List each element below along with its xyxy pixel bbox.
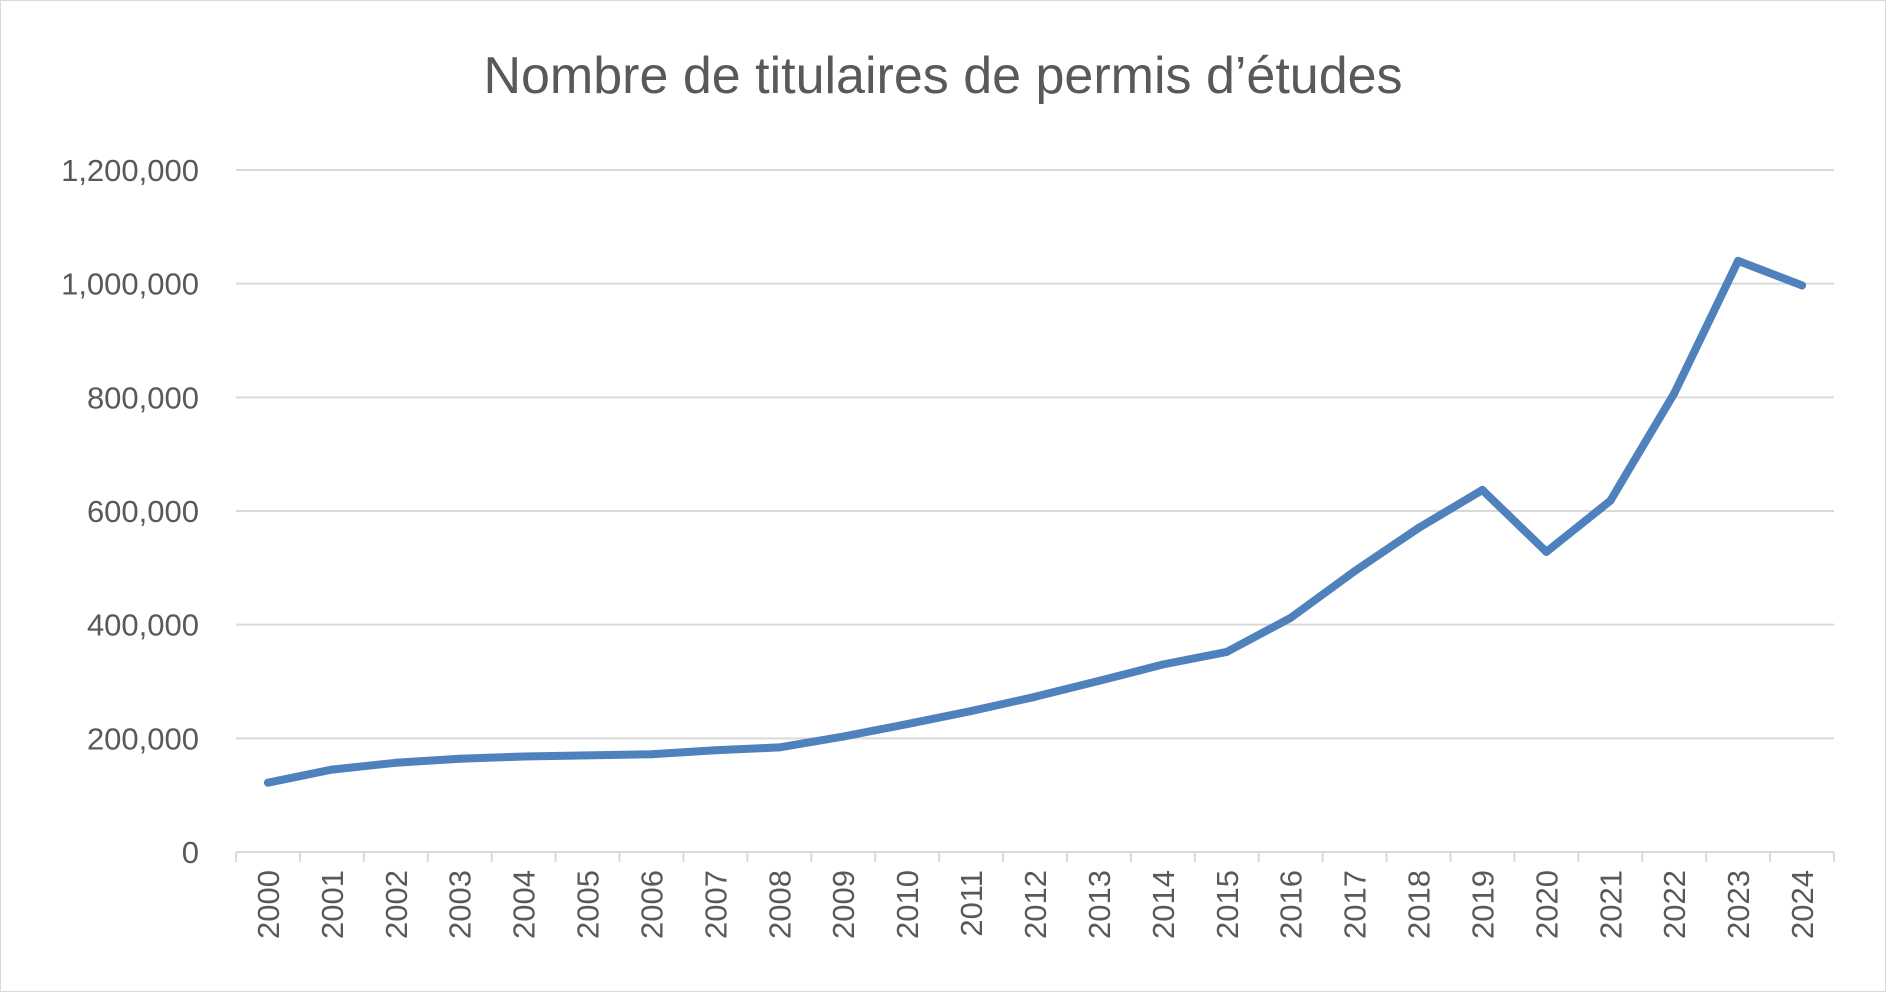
x-tick-label: 2014 <box>1146 870 1181 939</box>
data-point <box>903 720 912 729</box>
x-tick-label: 2004 <box>507 870 542 939</box>
data-point <box>711 746 720 755</box>
x-tick-label: 2000 <box>251 870 286 939</box>
chart-title: Nombre de titulaires de permis d’études <box>483 47 1402 105</box>
x-tick-label: 2020 <box>1529 870 1564 939</box>
data-point <box>327 765 336 774</box>
y-tick-label: 1,200,000 <box>61 153 199 188</box>
x-tick-label: 2016 <box>1274 870 1309 939</box>
y-tick-label: 600,000 <box>87 494 199 529</box>
x-tick-label: 2003 <box>443 870 478 939</box>
x-tick-label: 2008 <box>762 870 797 939</box>
data-point <box>1222 647 1231 656</box>
x-tick-label: 2005 <box>571 870 606 939</box>
data-point <box>839 732 848 741</box>
x-tick-label: 2019 <box>1465 870 1500 939</box>
x-tick-label: 2015 <box>1210 870 1245 939</box>
data-point <box>967 707 976 716</box>
x-tick-label: 2018 <box>1402 870 1437 939</box>
data-point <box>1350 567 1359 576</box>
data-point <box>647 750 656 759</box>
y-tick-label: 1,000,000 <box>61 267 199 302</box>
y-tick-label: 400,000 <box>87 608 199 643</box>
data-point <box>455 754 464 763</box>
y-axis-tick-labels: 0 200,000 400,000 600,000 800,000 1,000,000 1,… <box>61 153 199 870</box>
x-tick-label: 2009 <box>826 870 861 939</box>
data-point <box>519 752 528 761</box>
x-tick-label: 2023 <box>1721 870 1756 939</box>
data-point <box>1414 524 1423 533</box>
data-point <box>583 751 592 760</box>
data-point <box>1606 496 1615 505</box>
y-tick-label: 800,000 <box>87 380 199 415</box>
data-point <box>1670 389 1679 398</box>
y-tick-label: 200,000 <box>87 721 199 756</box>
x-tick-label: 2001 <box>315 870 350 939</box>
x-tick-label: 2010 <box>890 870 925 939</box>
y-tick-label: 0 <box>182 835 199 870</box>
data-point <box>391 758 400 767</box>
x-tick-label: 2022 <box>1657 870 1692 939</box>
x-tick-label: 2021 <box>1593 870 1628 939</box>
x-tick-label: 2024 <box>1785 870 1820 939</box>
gridlines <box>236 169 1834 740</box>
x-tick-label: 2017 <box>1338 870 1373 939</box>
data-point <box>263 778 272 787</box>
data-point <box>1094 676 1103 685</box>
data-point <box>1798 281 1807 290</box>
x-tick-label: 2011 <box>954 870 989 937</box>
data-point <box>1031 692 1039 701</box>
data-point <box>1734 256 1743 265</box>
x-tick-label: 2002 <box>379 870 414 939</box>
x-tick-label: 2012 <box>1018 870 1053 939</box>
data-point <box>775 743 784 752</box>
x-tick-label: 2006 <box>634 870 669 939</box>
x-tick-label: 2007 <box>698 870 733 939</box>
data-point <box>1158 660 1167 669</box>
x-axis <box>235 851 1835 862</box>
series-layer <box>263 256 1807 787</box>
x-axis-tick-labels: 2000 2001 2002 2003 2004 2005 2006 2007 2008 2009… <box>251 870 1820 939</box>
x-tick-label: 2013 <box>1082 870 1117 939</box>
series-line <box>264 256 1806 787</box>
data-point <box>1542 547 1551 556</box>
data-point <box>1478 485 1487 494</box>
data-point <box>1286 613 1295 622</box>
